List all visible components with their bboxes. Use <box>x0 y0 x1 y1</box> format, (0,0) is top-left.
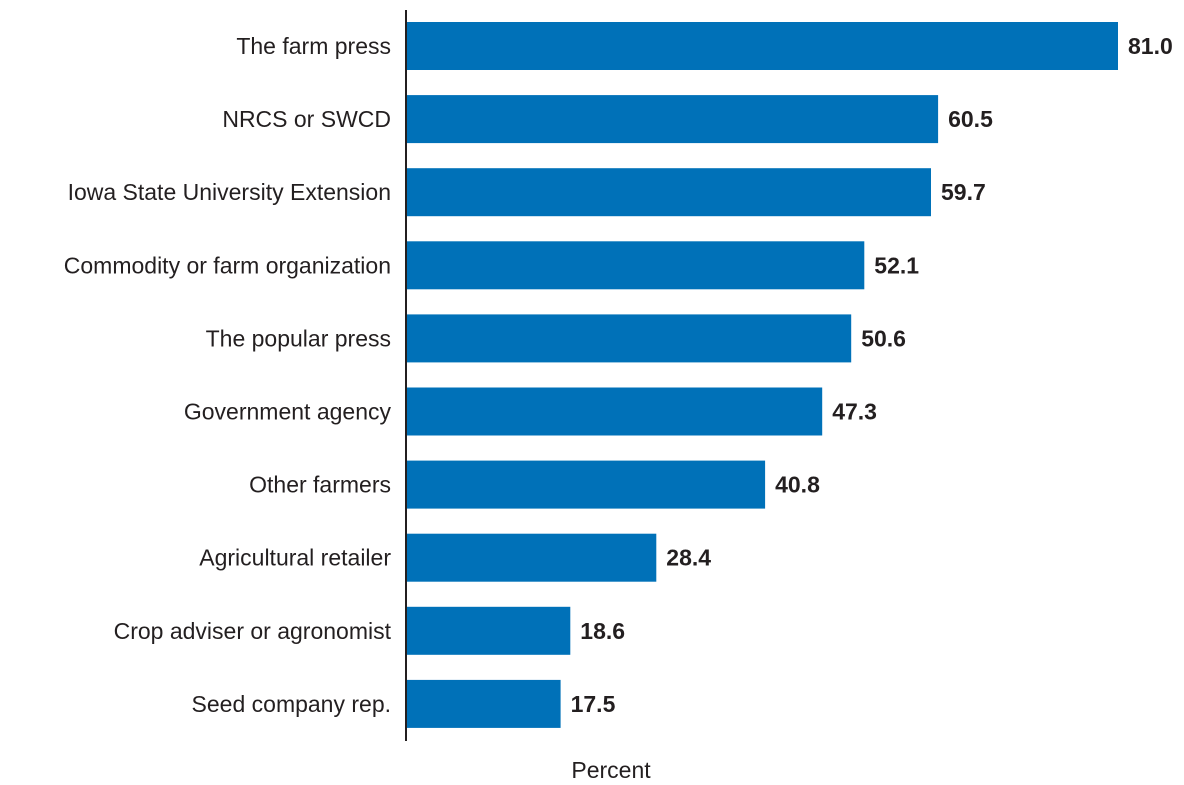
bar <box>407 314 852 363</box>
bar <box>407 460 766 509</box>
bar <box>407 606 571 655</box>
category-label: The farm press <box>236 33 391 59</box>
category-label: Other farmers <box>249 472 391 498</box>
value-label: 59.7 <box>941 179 986 205</box>
value-label: 50.6 <box>861 325 906 351</box>
bar <box>407 22 1118 70</box>
value-label: 18.6 <box>580 618 625 644</box>
category-label: Commodity or farm organization <box>64 252 391 278</box>
bar <box>407 95 939 144</box>
category-label: The popular press <box>206 325 391 351</box>
category-label: NRCS or SWCD <box>222 106 391 132</box>
category-label: Seed company rep. <box>192 691 391 717</box>
x-axis-title: Percent <box>571 757 651 780</box>
bar <box>407 679 561 728</box>
category-label: Agricultural retailer <box>199 545 391 571</box>
value-label: 60.5 <box>948 106 993 132</box>
category-label: Government agency <box>184 399 392 425</box>
value-label: 81.0 <box>1128 33 1173 59</box>
category-label: Iowa State University Extension <box>68 179 391 205</box>
bar <box>407 533 657 582</box>
bar <box>407 168 931 217</box>
category-labels-group: The farm press NRCS or SWCD Iowa State Uni… <box>64 33 392 717</box>
value-label: 28.4 <box>666 545 711 571</box>
bar <box>407 387 823 436</box>
value-label: 17.5 <box>571 691 616 717</box>
category-label: Crop adviser or agronomist <box>114 618 392 644</box>
value-label: 40.8 <box>775 472 820 498</box>
bars-group <box>407 22 1118 728</box>
value-labels-group: 81.0 60.5 59.7 52.1 50.6 47.3 40.8 28.4 18.6 17.5 <box>571 33 1173 717</box>
value-label: 52.1 <box>874 252 919 278</box>
value-label: 47.3 <box>832 399 877 425</box>
bar <box>407 241 865 290</box>
